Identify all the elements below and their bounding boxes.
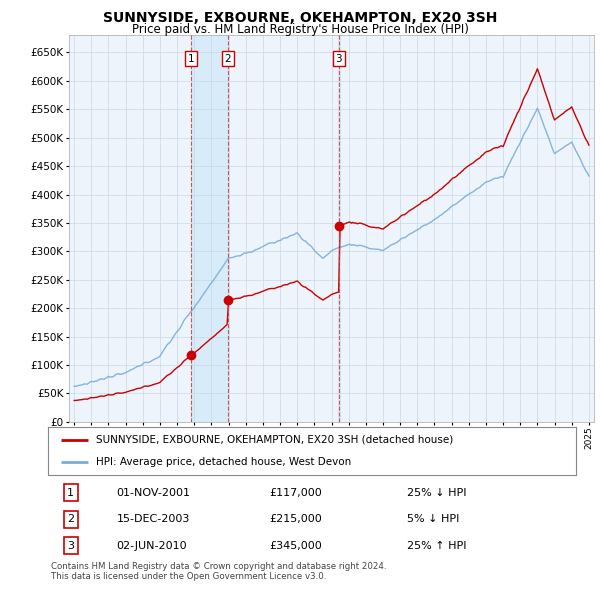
Text: 1: 1 xyxy=(188,54,194,64)
Text: 15-DEC-2003: 15-DEC-2003 xyxy=(116,514,190,524)
Text: SUNNYSIDE, EXBOURNE, OKEHAMPTON, EX20 3SH (detached house): SUNNYSIDE, EXBOURNE, OKEHAMPTON, EX20 3S… xyxy=(95,435,453,445)
Text: 01-NOV-2001: 01-NOV-2001 xyxy=(116,488,191,498)
Text: 3: 3 xyxy=(67,540,74,550)
Text: 5% ↓ HPI: 5% ↓ HPI xyxy=(407,514,460,524)
Text: 02-JUN-2010: 02-JUN-2010 xyxy=(116,540,187,550)
Text: 25% ↑ HPI: 25% ↑ HPI xyxy=(407,540,467,550)
Text: 1: 1 xyxy=(67,488,74,498)
Text: £117,000: £117,000 xyxy=(270,488,323,498)
Text: Price paid vs. HM Land Registry's House Price Index (HPI): Price paid vs. HM Land Registry's House … xyxy=(131,23,469,36)
Text: 2: 2 xyxy=(67,514,74,524)
Bar xyxy=(191,35,228,422)
Text: This data is licensed under the Open Government Licence v3.0.: This data is licensed under the Open Gov… xyxy=(51,572,326,581)
Text: £215,000: £215,000 xyxy=(270,514,323,524)
Text: 25% ↓ HPI: 25% ↓ HPI xyxy=(407,488,467,498)
Text: £345,000: £345,000 xyxy=(270,540,323,550)
Bar xyxy=(338,35,340,422)
Text: 2: 2 xyxy=(224,54,231,64)
Text: Contains HM Land Registry data © Crown copyright and database right 2024.: Contains HM Land Registry data © Crown c… xyxy=(51,562,386,571)
Text: HPI: Average price, detached house, West Devon: HPI: Average price, detached house, West… xyxy=(95,457,351,467)
Text: 3: 3 xyxy=(335,54,342,64)
Text: SUNNYSIDE, EXBOURNE, OKEHAMPTON, EX20 3SH: SUNNYSIDE, EXBOURNE, OKEHAMPTON, EX20 3S… xyxy=(103,11,497,25)
